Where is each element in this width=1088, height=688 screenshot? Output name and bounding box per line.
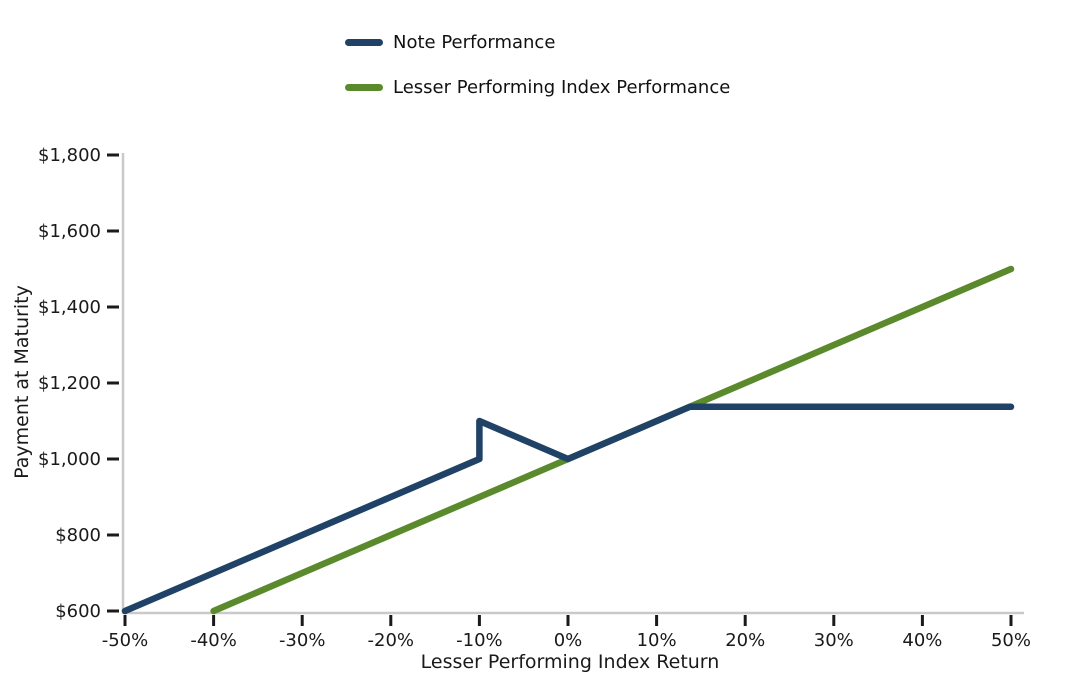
x-tick-label: 10% [637, 630, 677, 651]
y-axis-title: Payment at Maturity [11, 285, 33, 479]
y-tick-label: $800 [55, 525, 101, 546]
index-performance-line-swatch [345, 83, 383, 91]
legend: Note Performance Lesser Performing Index… [345, 30, 730, 120]
x-ticks: -50% -40% -30% -20% -10% 0% 10% 20% 30% 40% 50% [102, 615, 1031, 651]
y-tick-label: $1,000 [38, 449, 101, 470]
y-tick-label: $1,400 [38, 297, 101, 318]
y-tick-label: $1,200 [38, 373, 101, 394]
x-tick-label: -20% [368, 630, 415, 651]
legend-label-note-performance: Note Performance [393, 31, 556, 53]
x-tick-label: -40% [190, 630, 237, 651]
x-axis-title: Lesser Performing Index Return [421, 651, 720, 673]
x-tick-label: 50% [991, 630, 1031, 651]
x-tick-label: 30% [814, 630, 854, 651]
x-tick-label: -10% [456, 630, 503, 651]
x-tick-label: 0% [554, 630, 583, 651]
y-ticks: $600 $800 $1,000 $1,200 $1,400 $1,600 $1,800 [38, 145, 119, 622]
x-tick-label: -30% [279, 630, 326, 651]
legend-item-note-performance: Note Performance [345, 30, 730, 54]
y-tick-label: $1,800 [38, 145, 101, 166]
x-tick-label: -50% [102, 630, 149, 651]
note-performance-line-swatch [345, 38, 383, 46]
series-line-note-performance [121, 403, 1015, 615]
x-tick-label: 40% [902, 630, 942, 651]
legend-label-index-performance: Lesser Performing Index Performance [393, 76, 731, 98]
legend-item-index-performance: Lesser Performing Index Performance [345, 75, 730, 99]
y-tick-label: $1,600 [38, 221, 101, 242]
series-lines [121, 265, 1015, 615]
y-tick-label: $600 [55, 601, 101, 622]
x-tick-label: 20% [725, 630, 765, 651]
